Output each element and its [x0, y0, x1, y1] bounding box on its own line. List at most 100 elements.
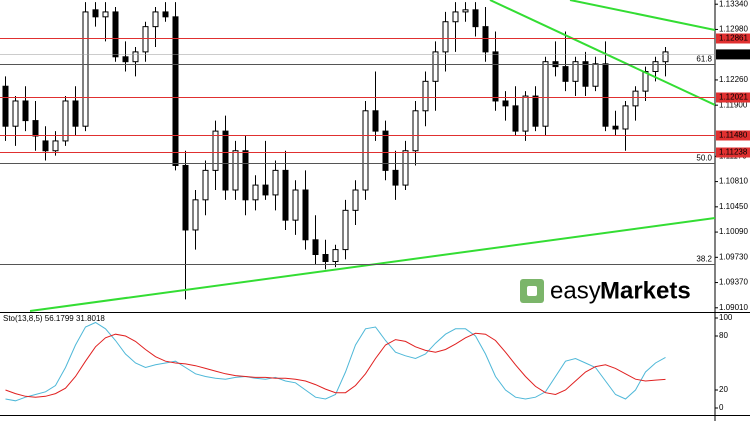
- candle-body: [232, 150, 239, 191]
- candle-body: [362, 110, 369, 191]
- candle-body: [442, 21, 449, 53]
- candle-body: [542, 61, 549, 127]
- candle-body: [382, 130, 389, 171]
- candle-body: [632, 90, 639, 107]
- level-box: [716, 92, 750, 103]
- level-label: 1.12021: [719, 93, 748, 102]
- y-tick-label: 1.09010: [719, 303, 748, 312]
- candle-body: [502, 100, 509, 107]
- candle-body: [222, 130, 229, 191]
- candle-body: [522, 95, 529, 132]
- level-label: 1.12861: [719, 34, 748, 43]
- indicator-line: [5, 332, 666, 398]
- candle-body: [582, 61, 589, 87]
- candle-body: [342, 209, 349, 251]
- level-box: [716, 147, 750, 158]
- candle-body: [482, 26, 489, 53]
- candle-body: [252, 184, 259, 201]
- candle-body: [292, 189, 299, 221]
- y-tick-label: 1.09370: [719, 278, 748, 287]
- candle-body: [312, 239, 319, 256]
- candle-body: [332, 249, 339, 263]
- candle-body: [242, 150, 249, 201]
- candle-body: [12, 100, 19, 127]
- candle-body: [42, 140, 49, 152]
- y-tick-label: 1.12260: [719, 75, 748, 84]
- candle-body: [52, 140, 59, 152]
- y-tick-label: 1.10450: [719, 202, 748, 211]
- candle-body: [412, 110, 419, 152]
- price-plot: [2, 2, 669, 300]
- level-box: [716, 33, 750, 44]
- candle-body: [562, 66, 569, 82]
- candle-body: [662, 51, 669, 63]
- candle-body: [402, 150, 409, 186]
- y-tick-label: 1.10810: [719, 177, 748, 186]
- fib-label: 38.2: [696, 255, 712, 264]
- y-tick-label: 1.11900: [719, 100, 748, 109]
- indicator-line: [5, 321, 666, 402]
- candle-body: [422, 80, 429, 112]
- y-tick-label: 1.10090: [719, 227, 748, 236]
- candle-body: [132, 51, 139, 63]
- current-price-label: 1.12624: [719, 50, 748, 59]
- level-label: 1.11238: [719, 148, 748, 157]
- candle-body: [152, 11, 159, 28]
- level-label: 1.11480: [719, 131, 748, 140]
- candle-body: [462, 9, 469, 13]
- candle-body: [282, 169, 289, 221]
- candle-body: [82, 11, 89, 127]
- y-tick-label: 0: [719, 403, 724, 412]
- candle-body: [262, 184, 269, 196]
- candle-body: [622, 105, 629, 130]
- candle-body: [372, 110, 379, 132]
- candle-body: [62, 100, 69, 142]
- candle-body: [2, 85, 9, 127]
- candle-body: [602, 63, 609, 127]
- candle-body: [192, 199, 199, 231]
- current-price-box: [716, 49, 750, 60]
- candle-body: [72, 100, 79, 127]
- candle-body: [512, 105, 519, 132]
- y-tick-label: 100: [719, 313, 733, 322]
- candle-body: [392, 169, 399, 186]
- candle-body: [102, 11, 109, 18]
- candle-body: [302, 189, 309, 241]
- candle-body: [92, 9, 99, 18]
- candle-body: [322, 254, 329, 263]
- indicator-title: Sto(13,8,5) 56.1799 31.8018: [3, 314, 105, 323]
- candle-body: [472, 9, 479, 28]
- candle-body: [432, 51, 439, 82]
- candle-body: [142, 26, 149, 53]
- candle-body: [612, 125, 619, 130]
- trendline: [569, 0, 715, 31]
- level-box: [716, 130, 750, 141]
- candle-body: [592, 63, 599, 87]
- candle-body: [182, 164, 189, 231]
- y-tick-label: 1.13340: [719, 0, 748, 8]
- candle-body: [652, 61, 659, 73]
- candle-body: [22, 100, 29, 122]
- candle-body: [212, 130, 219, 171]
- fib-label: 50.0: [696, 154, 712, 163]
- candle-body: [202, 169, 209, 201]
- candle-body: [532, 95, 539, 127]
- candle-body: [352, 189, 359, 211]
- y-tick-label: 80: [719, 331, 728, 340]
- candle-body: [122, 56, 129, 63]
- candle-body: [452, 11, 459, 23]
- trendline: [489, 0, 715, 106]
- candle-body: [112, 11, 119, 58]
- y-tick-label: 1.12980: [719, 25, 748, 34]
- watermark: easy Markets: [520, 277, 691, 304]
- logo-icon-inner: [527, 286, 537, 296]
- y-tick-label: 1.09730: [719, 252, 748, 261]
- logo-text: easy: [550, 277, 601, 304]
- candle-body: [162, 11, 169, 18]
- candle-body: [32, 120, 39, 137]
- candle-body: [572, 61, 579, 82]
- candle-body: [272, 169, 279, 196]
- candle-body: [172, 16, 179, 166]
